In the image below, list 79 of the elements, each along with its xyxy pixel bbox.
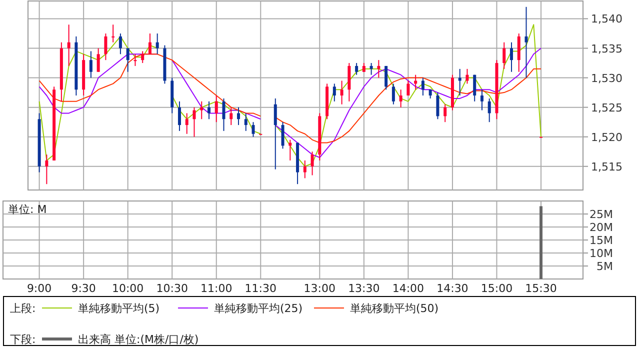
legend-title: 上段: xyxy=(10,302,36,315)
candlestick xyxy=(222,98,226,132)
x-tick-label: 15:00 xyxy=(480,282,513,295)
y-tick-label: 10M xyxy=(590,247,613,260)
candlestick xyxy=(370,62,373,76)
candlestick xyxy=(384,65,388,90)
x-tick-label: 15:30 xyxy=(525,282,557,295)
candlestick xyxy=(200,100,204,120)
candlestick xyxy=(274,98,277,170)
legend-label: 出来高 単位:(M株/口/枚) xyxy=(78,333,199,346)
candlestick xyxy=(45,154,48,185)
candlestick xyxy=(303,160,306,179)
candlestick xyxy=(237,106,240,126)
y-tick-label: 1,520 xyxy=(591,130,622,144)
candlestick xyxy=(185,112,188,134)
candlestick xyxy=(310,151,314,176)
candlestick xyxy=(421,77,424,96)
candlestick xyxy=(524,6,528,78)
y-tick-label: 5M xyxy=(596,260,613,273)
x-tick-label: 13:30 xyxy=(348,282,380,295)
candlestick xyxy=(466,68,469,84)
legend-label: 単純移動平均(5) xyxy=(78,302,160,315)
candlestick xyxy=(436,92,440,120)
candlestick xyxy=(141,50,144,64)
candlestick xyxy=(148,32,152,55)
y-tick-label: 1,540 xyxy=(591,12,622,26)
y-tick-label: 1,530 xyxy=(591,72,622,85)
x-tick-label: 13:00 xyxy=(304,282,336,295)
candlestick xyxy=(104,32,108,61)
candlestick xyxy=(214,95,218,123)
legend-label: 単純移動平均(50) xyxy=(350,302,439,315)
candlestick xyxy=(517,32,520,72)
y-tick-label: 20M xyxy=(590,221,613,234)
candlestick xyxy=(112,24,115,43)
legend-title: 下段: xyxy=(10,333,36,346)
x-tick-label: 9:00 xyxy=(26,282,52,295)
candlestick xyxy=(348,62,351,102)
x-tick-label: 10:30 xyxy=(156,282,188,295)
candlestick xyxy=(156,32,159,55)
candlestick xyxy=(252,122,255,138)
candlestick xyxy=(510,42,513,72)
candlestick xyxy=(126,48,130,72)
candlestick xyxy=(134,54,137,66)
candlestick xyxy=(281,122,284,150)
x-tick-label: 14:30 xyxy=(436,282,468,295)
x-tick-label: 11:30 xyxy=(244,282,276,295)
candlestick xyxy=(488,98,491,123)
x-tick-label: 9:30 xyxy=(71,282,96,295)
candlestick xyxy=(355,62,358,76)
candlestick xyxy=(392,83,395,105)
y-tick-label: 1,515 xyxy=(591,160,622,174)
x-tick-label: 10:00 xyxy=(112,282,144,295)
candlestick xyxy=(192,106,196,138)
annotation: 単位: M xyxy=(8,203,47,216)
candlestick xyxy=(444,104,447,123)
candlestick xyxy=(502,42,506,70)
candlestick xyxy=(473,74,476,102)
x-tick-label: 14:00 xyxy=(392,282,424,295)
candlestick xyxy=(89,50,92,78)
candlestick xyxy=(332,83,336,102)
candlestick xyxy=(230,106,233,126)
candlestick xyxy=(244,112,248,132)
candlestick xyxy=(207,100,210,120)
candlestick xyxy=(178,100,181,132)
candlestick xyxy=(406,80,410,96)
y-tick-label: 15M xyxy=(590,234,613,247)
legend-label: 単純移動平均(25) xyxy=(214,302,303,315)
candlestick xyxy=(96,48,100,72)
candlestick xyxy=(67,24,70,66)
candlestick xyxy=(340,80,344,105)
candlestick xyxy=(399,89,402,108)
y-tick-label: 1,525 xyxy=(591,101,622,114)
candlestick xyxy=(118,32,122,55)
candlestick xyxy=(377,60,380,78)
candlestick xyxy=(414,74,418,90)
candlestick xyxy=(480,89,484,111)
y-tick-label: 1,535 xyxy=(591,42,622,56)
x-tick-label: 11:00 xyxy=(200,282,232,295)
y-tick-label: 25M xyxy=(590,208,613,221)
